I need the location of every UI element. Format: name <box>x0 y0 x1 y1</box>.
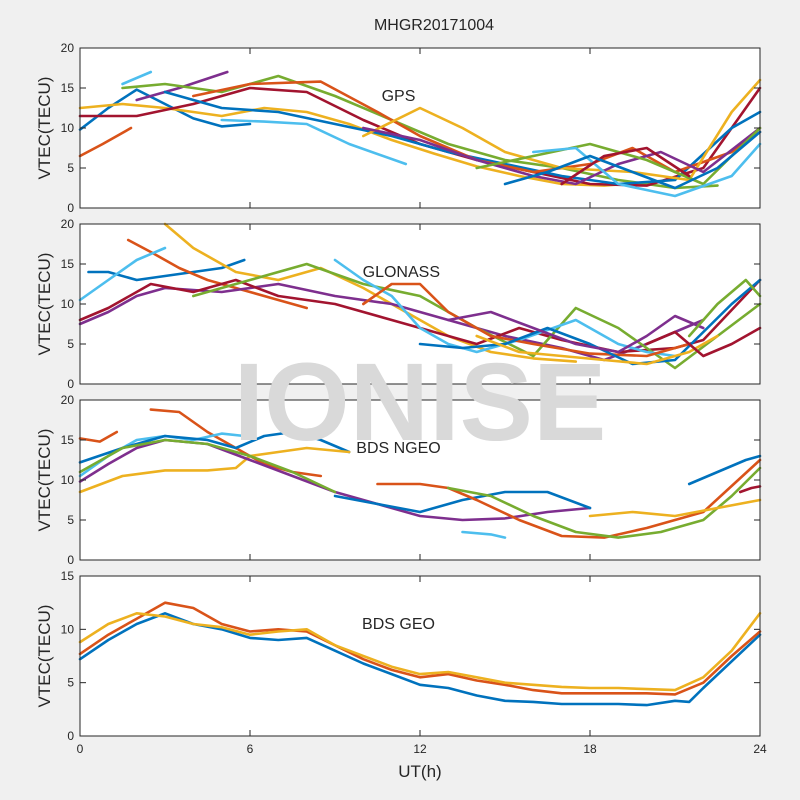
panels-group: 0 5 10 15 20 GPS VTEC(TECU) 0 5 10 15 20 GLONASS VTEC… <box>35 41 767 756</box>
watermark: IONISE <box>234 341 607 464</box>
series-line-1 <box>78 88 252 131</box>
y-tick-label: 5 <box>67 161 74 175</box>
series-line-13 <box>687 454 762 486</box>
series-line-13 <box>645 326 762 358</box>
series-line-4 <box>135 70 229 102</box>
panel-3: 0 5 10 15 20 BDS NGEO VTEC(TECU) <box>35 393 762 567</box>
series-line-3 <box>78 612 762 692</box>
plot-area <box>80 224 760 384</box>
series-line-4 <box>78 246 167 302</box>
y-axis-label: VTEC(TECU) <box>35 253 54 356</box>
x-tick-label: 12 <box>413 742 427 756</box>
panel-4: 0 5 10 15 0 6 12 18 24 BDS GEO VTEC(TECU) <box>35 569 767 756</box>
plot-area <box>80 576 760 736</box>
series-line-6 <box>78 438 592 522</box>
y-axis-label: VTEC(TECU) <box>35 605 54 708</box>
series-line-12 <box>588 498 762 518</box>
panel-1: 0 5 10 15 20 GPS VTEC(TECU) <box>35 41 762 215</box>
y-tick-label: 20 <box>61 41 75 55</box>
series-line-6 <box>78 278 762 354</box>
y-tick-label: 15 <box>61 257 75 271</box>
y-axis-label: VTEC(TECU) <box>35 429 54 532</box>
series-line-1 <box>78 430 119 443</box>
y-axis-label: VTEC(TECU) <box>35 77 54 180</box>
series-line-11 <box>475 334 719 366</box>
series-line-7 <box>192 262 762 370</box>
y-tick-label: 15 <box>61 433 75 447</box>
y-tick-label: 10 <box>61 297 75 311</box>
series-line-9 <box>362 282 691 358</box>
series-line-9 <box>376 458 762 539</box>
y-tick-label: 0 <box>67 729 74 743</box>
panel-label: BDS GEO <box>362 616 435 633</box>
series-line-2 <box>78 601 762 696</box>
y-tick-label: 5 <box>67 337 74 351</box>
x-axis-label: UT(h) <box>398 762 441 781</box>
x-tick-label: 6 <box>247 742 254 756</box>
series-line-15 <box>560 146 691 186</box>
x-tick-label: 24 <box>753 742 767 756</box>
y-tick-label: 5 <box>67 676 74 690</box>
series-line-16 <box>503 130 762 190</box>
panel-label: GPS <box>382 88 416 105</box>
series-line-11 <box>461 530 507 539</box>
y-tick-label: 0 <box>67 553 74 567</box>
plot-area <box>80 48 760 208</box>
series-line-13 <box>475 126 762 186</box>
series-line-14 <box>532 142 762 198</box>
series-line-10 <box>418 278 762 366</box>
y-tick-label: 20 <box>61 393 75 407</box>
series-line-2 <box>126 238 308 310</box>
y-tick-label: 10 <box>61 121 75 135</box>
y-tick-label: 15 <box>61 569 75 583</box>
panel-label: BDS NGEO <box>356 440 440 457</box>
series-line-9 <box>192 80 762 174</box>
y-tick-label: 15 <box>61 81 75 95</box>
series-line-8 <box>333 490 592 514</box>
series-line-2 <box>78 126 133 158</box>
x-tick-label: 18 <box>583 742 597 756</box>
series-line-12 <box>447 310 705 354</box>
series-line-6 <box>121 70 153 86</box>
y-tick-label: 10 <box>61 473 75 487</box>
x-tick-label: 0 <box>77 742 84 756</box>
figure-title: MHGR20171004 <box>374 17 494 34</box>
series-line-5 <box>78 282 705 362</box>
series-line-1 <box>87 258 246 282</box>
y-tick-label: 0 <box>67 201 74 215</box>
series-line-5 <box>78 446 351 494</box>
panel-2: 0 5 10 15 20 GLONASS VTEC(TECU) <box>35 217 762 391</box>
series-line-14 <box>738 485 762 494</box>
series-line-14 <box>687 278 762 338</box>
series-line-11 <box>362 126 762 186</box>
series-line-7 <box>78 438 337 494</box>
y-tick-label: 10 <box>61 622 75 636</box>
y-tick-label: 5 <box>67 513 74 527</box>
y-tick-label: 0 <box>67 377 74 391</box>
series-line-12 <box>220 118 408 166</box>
y-tick-label: 20 <box>61 217 75 231</box>
panel-label: GLONASS <box>363 264 440 281</box>
series-line-4 <box>78 430 351 464</box>
series-line-10 <box>447 466 762 539</box>
series-line-3 <box>163 222 578 363</box>
